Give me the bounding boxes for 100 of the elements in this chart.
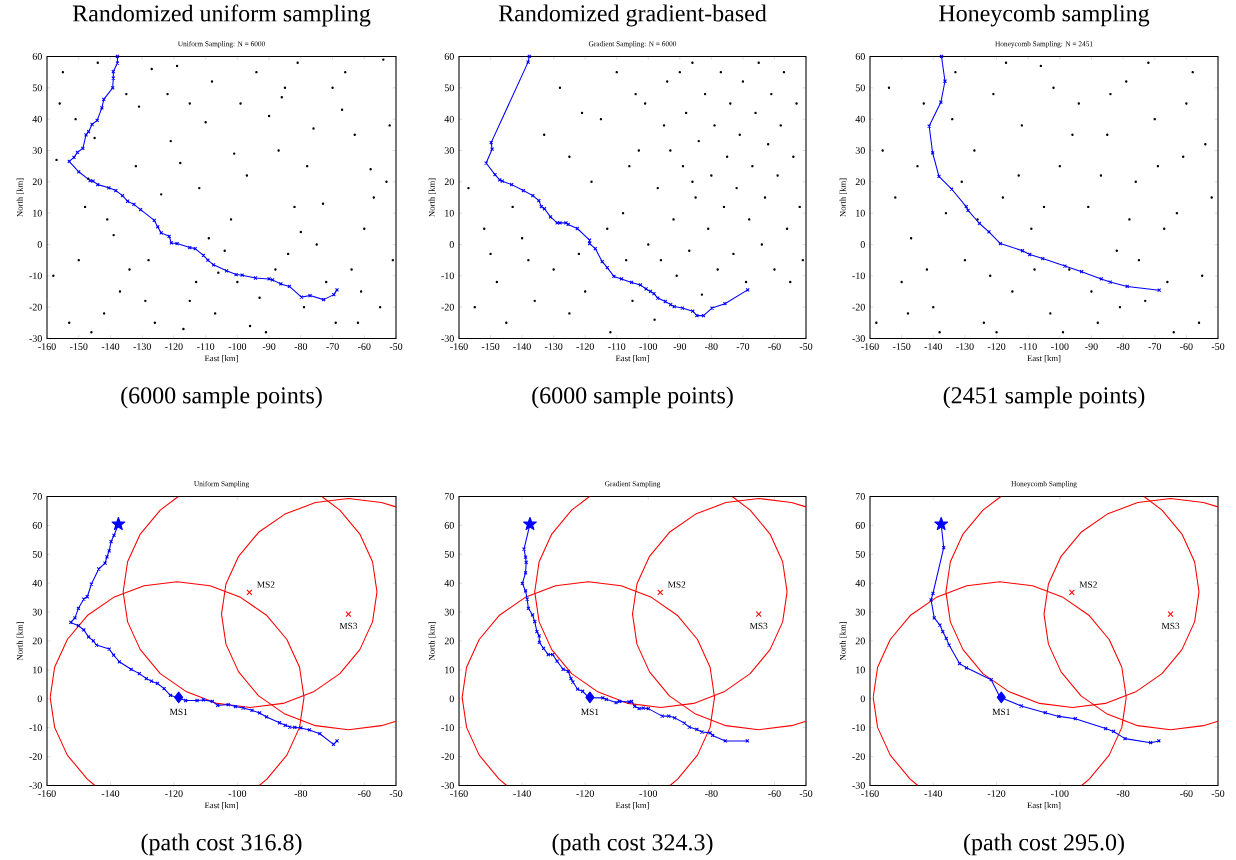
y-tick-label: 10 [445, 666, 454, 674]
x-tick-label: -120 [165, 342, 183, 350]
point [1103, 726, 1108, 731]
point [94, 642, 99, 647]
point [264, 714, 269, 719]
point [195, 698, 200, 703]
y-tick-label: -20 [441, 752, 454, 760]
x-tick-label: -120 [576, 789, 594, 797]
point [666, 713, 671, 718]
point [234, 272, 239, 277]
point [585, 691, 595, 703]
y-tick-label: -30 [441, 781, 454, 789]
point [490, 146, 495, 152]
y-tick-label: -30 [29, 781, 42, 789]
point [168, 693, 173, 698]
point [523, 516, 537, 530]
point [125, 198, 130, 204]
point [964, 665, 969, 670]
point [101, 97, 106, 102]
point [80, 146, 85, 151]
point [1020, 248, 1025, 253]
x-tick-label: -60 [768, 342, 781, 350]
point [1099, 276, 1104, 281]
x-tick-label: -120 [987, 342, 1006, 350]
x-tick-label: -140 [513, 789, 531, 797]
x-tick-label: -160 [450, 342, 468, 350]
y-tick-label: 30 [855, 608, 865, 616]
point [109, 539, 114, 544]
point [927, 123, 932, 128]
point [722, 301, 727, 306]
x-tick-label: -100 [1051, 342, 1069, 350]
point [611, 274, 616, 279]
point [947, 642, 952, 647]
point [149, 678, 154, 683]
point [523, 588, 528, 593]
y-tick-label: 20 [855, 178, 865, 185]
x-axis-title: East [km] [615, 354, 649, 363]
y-tick-label: 60 [444, 52, 454, 60]
point [568, 676, 574, 681]
point [638, 282, 643, 287]
point [224, 268, 229, 273]
x-tick-label: -90 [262, 342, 276, 350]
x-tick-label: -50 [799, 342, 813, 350]
annotation: MS3 [1161, 622, 1180, 629]
y-tick-label: 50 [444, 84, 454, 91]
point [964, 204, 969, 209]
y-tick-label: 70 [444, 492, 454, 500]
point [111, 516, 126, 530]
point [663, 299, 668, 304]
point [1125, 284, 1130, 289]
point [277, 720, 282, 725]
point [152, 218, 157, 223]
point [90, 122, 95, 127]
y-tick-label: -10 [29, 272, 42, 279]
y-tick-label: 50 [855, 84, 865, 91]
point [167, 234, 172, 239]
point [104, 554, 110, 559]
y-tick-label: -20 [441, 303, 454, 311]
x-tick-label: -160 [861, 789, 879, 797]
y-tick-label: 0 [860, 240, 865, 248]
point [526, 606, 531, 611]
y-tick-label: 40 [32, 115, 42, 123]
y-tick-label: 50 [444, 550, 454, 558]
point [81, 627, 86, 632]
point [278, 281, 283, 286]
y-tick-label: 60 [855, 521, 865, 529]
x-tick-label: -60 [768, 789, 781, 797]
point [525, 596, 530, 601]
x-tick-label: -140 [513, 342, 531, 350]
x-tick-label: -150 [69, 342, 88, 350]
point [1068, 589, 1075, 596]
x-tick-label: -50 [1211, 342, 1225, 350]
point [548, 214, 553, 219]
point [936, 174, 942, 179]
y-tick-label: 50 [32, 550, 42, 558]
y-tick-label: 40 [444, 115, 454, 123]
x-tick-label: -160 [38, 342, 56, 350]
y-tick-label: -30 [441, 334, 454, 342]
x-tick-label: -90 [1085, 342, 1098, 350]
y-tick-label: 20 [444, 178, 454, 185]
y-axis-title: North [km] [839, 178, 847, 217]
point [159, 230, 164, 235]
y-tick-label: -10 [852, 272, 865, 279]
y-tick-label: -30 [852, 334, 865, 342]
x-tick-label: -70 [736, 342, 750, 350]
y-tick-label: 30 [444, 608, 454, 616]
point [331, 292, 336, 297]
point [1019, 703, 1024, 708]
text: (2451 sample points) [943, 386, 1145, 409]
x-axis-title: East [km] [1027, 354, 1061, 363]
y-tick-label: -10 [29, 724, 42, 731]
point [699, 729, 704, 734]
point [183, 698, 188, 703]
y-tick-label: 30 [444, 146, 454, 154]
text: (path cost 295.0) [964, 833, 1124, 856]
y-tick-label: -20 [852, 303, 865, 311]
point [944, 636, 949, 641]
point [484, 160, 489, 165]
point [71, 155, 77, 160]
point [111, 533, 116, 538]
